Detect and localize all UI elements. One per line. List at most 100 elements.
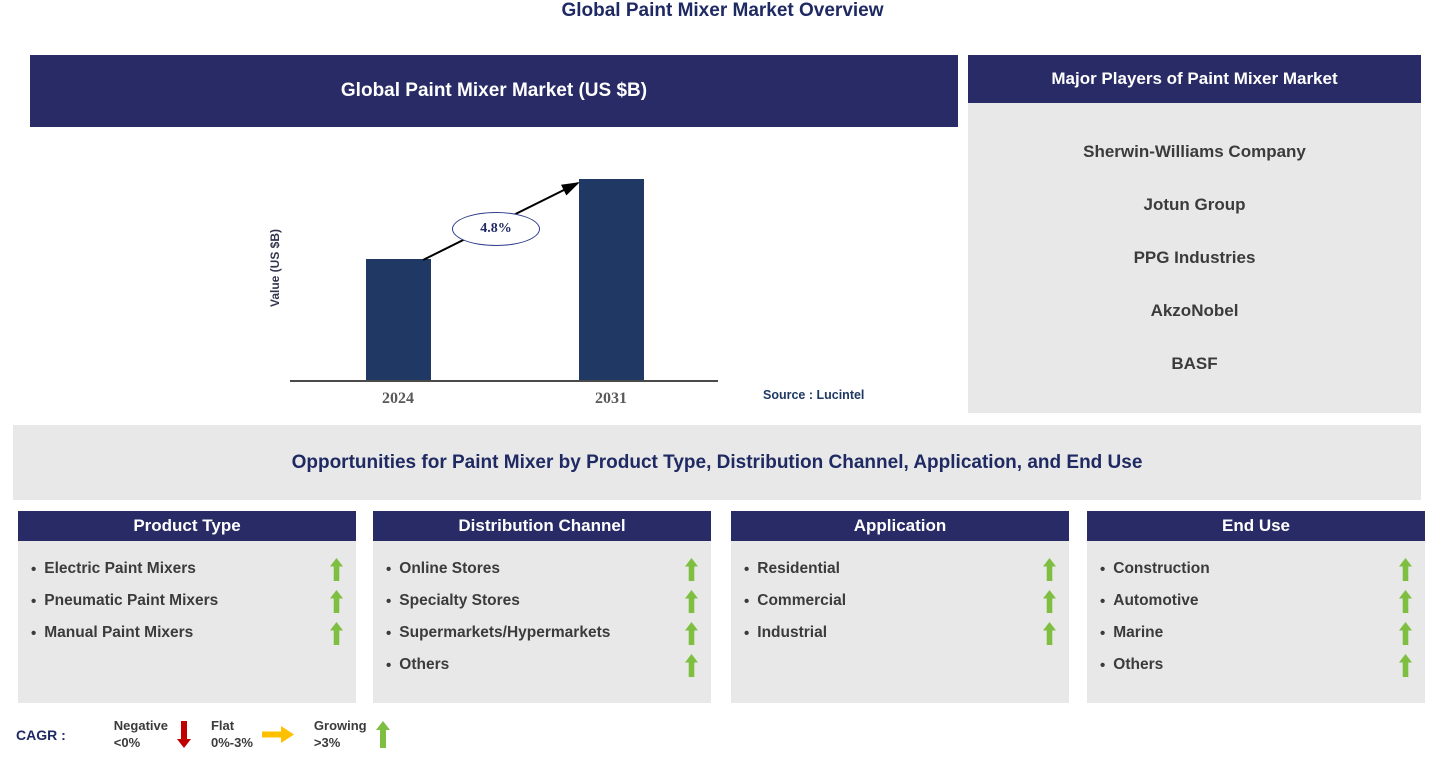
item-label: Online Stores [399, 560, 501, 577]
player-name: Sherwin-Williams Company [1083, 141, 1306, 161]
right-arrow-icon [261, 726, 294, 744]
bullet-icon: • [31, 560, 37, 578]
column-distribution-channel: Distribution Channel • Online Stores • S… [373, 511, 711, 703]
bullet-icon: • [1100, 656, 1106, 674]
opportunity-item: • Industrial [731, 617, 1069, 649]
column-body-end-use: • Construction • Automotive • Marine • O… [1087, 541, 1425, 703]
item-label: Others [1113, 656, 1164, 673]
market-bar-chart: Value (US $B) 4.8% 2024 2031 Source : Lu… [30, 127, 958, 419]
up-arrow-icon [330, 621, 343, 645]
item-label: Construction [1113, 560, 1210, 577]
item-label: Automotive [1113, 592, 1199, 609]
up-arrow-icon [685, 621, 698, 645]
chart-panel-title: Global Paint Mixer Market (US $B) [340, 80, 648, 101]
bullet-icon: • [386, 560, 392, 578]
column-body-application: • Residential • Commercial • Industrial [731, 541, 1069, 703]
column-header-end-use: End Use [1087, 511, 1425, 541]
player-name: AkzoNobel [1150, 301, 1239, 321]
up-arrow-icon [1399, 621, 1412, 645]
bullet-icon: • [744, 592, 750, 610]
bullet-icon: • [1100, 560, 1106, 578]
up-arrow-icon [330, 589, 343, 613]
bullet-icon: • [744, 624, 750, 642]
up-arrow-icon [1043, 589, 1056, 613]
legend-entry-text: Growing >3% [314, 718, 367, 752]
y-axis-label: Value (US $B) [268, 228, 282, 308]
cagr-value: 4.8% [480, 221, 512, 236]
column-application: Application • Residential • Commercial •… [731, 511, 1069, 703]
legend-entry-name: Growing [313, 718, 367, 733]
item-label: Supermarkets/Hypermarkets [399, 624, 611, 641]
opportunities-title: Opportunities for Paint Mixer by Product… [291, 451, 1143, 473]
chart-panel-header: Global Paint Mixer Market (US $B) [30, 55, 958, 127]
player-name: BASF [1171, 354, 1218, 374]
item-label: Commercial [757, 592, 846, 609]
source-label: Source : Lucintel [763, 388, 865, 402]
bullet-icon: • [1100, 592, 1106, 610]
opportunity-item: • Online Stores [373, 553, 711, 585]
x-tick-2024: 2024 [382, 390, 414, 407]
up-arrow-icon [685, 653, 698, 677]
x-tick-2031: 2031 [595, 390, 627, 407]
chart-plot-area: 4.8% [290, 127, 718, 382]
bullet-icon: • [31, 592, 37, 610]
item-label: Electric Paint Mixers [44, 560, 196, 577]
opportunities-banner: Opportunities for Paint Mixer by Product… [13, 425, 1421, 500]
bullet-icon: • [386, 592, 392, 610]
legend-entry-text: Negative <0% [114, 718, 168, 752]
players-panel-header: Major Players of Paint Mixer Market [968, 55, 1421, 103]
column-header-product-type: Product Type [18, 511, 356, 541]
legend-entry-flat: Flat 0%-3% [211, 718, 294, 752]
column-body-distribution-channel: • Online Stores • Specialty Stores • Sup… [373, 541, 711, 703]
column-product-type: Product Type • Electric Paint Mixers • P… [18, 511, 356, 703]
up-arrow-icon [330, 557, 343, 581]
column-header-distribution-channel: Distribution Channel [373, 511, 711, 541]
opportunity-item: • Manual Paint Mixers [18, 617, 356, 649]
item-label: Industrial [757, 624, 828, 641]
player-name: Jotun Group [1143, 194, 1246, 214]
opportunity-item: • Pneumatic Paint Mixers [18, 585, 356, 617]
bar-2031 [579, 179, 644, 380]
column-header-application: Application [731, 511, 1069, 541]
legend-entry-name: Negative [113, 718, 168, 733]
column-header-label: Product Type [133, 516, 241, 535]
growth-arrow [422, 182, 580, 261]
item-label: Manual Paint Mixers [44, 624, 194, 641]
opportunity-item: • Electric Paint Mixers [18, 553, 356, 585]
up-arrow-icon [375, 721, 390, 749]
legend-entry-text: Flat 0%-3% [211, 718, 253, 752]
bullet-icon: • [386, 656, 392, 674]
up-arrow-icon [1043, 557, 1056, 581]
legend-entry-range: 0%-3% [210, 734, 253, 750]
opportunity-item: • Supermarkets/Hypermarkets [373, 617, 711, 649]
column-end-use: End Use • Construction • Automotive • Ma… [1087, 511, 1425, 703]
cagr-legend-label: CAGR : [16, 726, 66, 743]
cagr-badge: 4.8% [452, 212, 540, 246]
column-header-label: Application [853, 516, 947, 535]
bullet-icon: • [31, 624, 37, 642]
players-panel-title: Major Players of Paint Mixer Market [1051, 69, 1338, 88]
opportunity-item: • Residential [731, 553, 1069, 585]
opportunity-item: • Others [373, 649, 711, 681]
legend-entry-range: <0% [113, 734, 141, 750]
cagr-legend: CAGR : Negative <0% Flat 0%-3% Growing >… [16, 718, 390, 752]
player-name: PPG Industries [1133, 247, 1256, 267]
item-label: Pneumatic Paint Mixers [44, 592, 219, 609]
players-list: Sherwin-Williams Company Jotun Group PPG… [968, 103, 1421, 413]
down-arrow-icon [176, 721, 191, 749]
column-header-label: End Use [1221, 516, 1291, 535]
item-label: Specialty Stores [399, 592, 520, 609]
bullet-icon: • [386, 624, 392, 642]
opportunity-item: • Marine [1087, 617, 1425, 649]
item-label: Others [399, 656, 450, 673]
legend-entry-range: >3% [313, 734, 341, 750]
up-arrow-icon [1399, 653, 1412, 677]
opportunity-item: • Specialty Stores [373, 585, 711, 617]
bar-2024 [366, 259, 431, 380]
column-body-product-type: • Electric Paint Mixers • Pneumatic Pain… [18, 541, 356, 703]
legend-entry-growing: Growing >3% [314, 718, 390, 752]
opportunity-item: • Others [1087, 649, 1425, 681]
bullet-icon: • [1100, 624, 1106, 642]
legend-entry-negative: Negative <0% [114, 718, 191, 752]
